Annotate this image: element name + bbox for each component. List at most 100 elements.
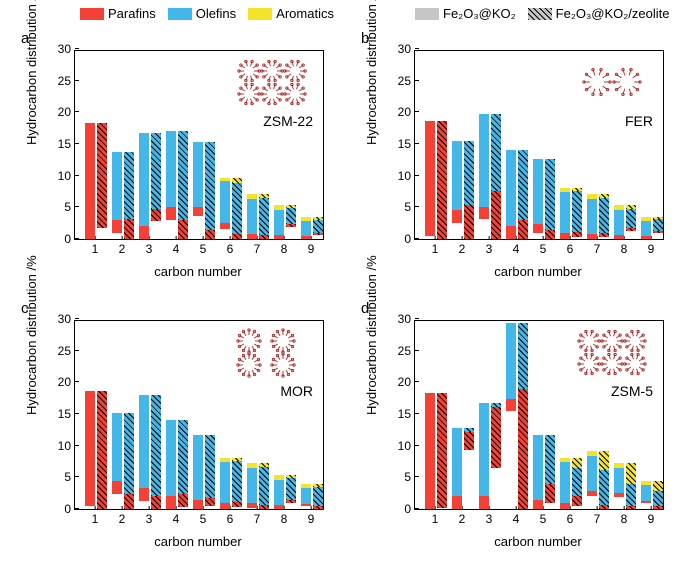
bar-zeolite (151, 133, 161, 221)
bar-group (85, 391, 107, 509)
seg-par (641, 501, 651, 504)
bar-zeolite (97, 391, 107, 509)
legend-swatch (248, 8, 272, 20)
seg-ole (259, 198, 269, 235)
seg-ole (572, 191, 582, 232)
seg-ole (479, 403, 489, 496)
seg-par (259, 235, 269, 239)
xlabel: carbon number (154, 534, 241, 549)
seg-ole (193, 142, 203, 207)
seg-aro (301, 217, 311, 221)
ytick: 10 (58, 439, 75, 453)
legend-samples: Fe₂O₃@KO₂Fe₂O₃@KO₂/zeolite (415, 6, 670, 21)
bar-group (139, 395, 161, 509)
seg-par (599, 233, 609, 237)
seg-aro (614, 205, 624, 209)
xtick: 8 (621, 509, 628, 526)
bar-group (425, 393, 447, 509)
seg-ole (518, 150, 528, 220)
seg-ole (479, 114, 489, 207)
seg-aro (572, 188, 582, 191)
seg-aro (259, 194, 269, 198)
bar-zeolite (205, 435, 215, 507)
bar-base (452, 428, 462, 509)
seg-aro (599, 194, 609, 198)
seg-ole (259, 467, 269, 505)
bar-base (587, 451, 597, 496)
seg-ole (274, 480, 284, 505)
seg-par (479, 207, 489, 220)
seg-ole (614, 468, 624, 493)
bar-group (85, 123, 107, 239)
seg-ole (112, 413, 122, 481)
bar-group (614, 205, 636, 239)
seg-ole (653, 219, 663, 230)
seg-ole (274, 210, 284, 235)
seg-aro (313, 484, 323, 487)
zeolite-icon (227, 325, 317, 380)
seg-par (301, 236, 311, 239)
ytick: 15 (58, 137, 75, 151)
seg-ole (124, 413, 134, 494)
xtick: 9 (648, 509, 655, 526)
ytick: 30 (398, 42, 415, 56)
bar-base (452, 141, 462, 222)
zeolite-label: MOR (280, 383, 313, 399)
seg-ole (533, 159, 543, 224)
seg-par (313, 233, 323, 236)
seg-ole (232, 183, 242, 234)
xtick: 9 (308, 239, 315, 256)
bar-base (247, 463, 257, 508)
seg-par (97, 391, 107, 509)
seg-par (626, 506, 636, 509)
seg-ole (247, 199, 257, 234)
bar-base (641, 481, 651, 503)
bar-zeolite (464, 141, 474, 239)
bar-base (301, 484, 311, 506)
seg-par (247, 503, 257, 508)
seg-aro (232, 178, 242, 183)
bar-zeolite (437, 121, 447, 239)
seg-par (437, 393, 447, 508)
seg-par (599, 505, 609, 509)
xtick: 4 (173, 239, 180, 256)
legend-item: Aromatics (248, 6, 334, 21)
seg-aro (560, 458, 570, 461)
seg-ole (464, 141, 474, 205)
ytick: 25 (398, 74, 415, 88)
bar-group (641, 217, 663, 239)
seg-ole (151, 395, 161, 496)
bar-zeolite (97, 123, 107, 228)
seg-ole (599, 198, 609, 233)
seg-par (205, 230, 215, 240)
panel-c: c051015202530123456789MORHydrocarbon dis… (18, 300, 338, 555)
panel-d: d051015202530123456789ZSM-5Hydrocarbon d… (358, 300, 678, 555)
seg-par (452, 496, 462, 509)
seg-par (587, 234, 597, 239)
legend-item: Fe₂O₃@KO₂ (415, 6, 516, 21)
seg-ole (232, 461, 242, 502)
bar-base (533, 435, 543, 509)
seg-aro (641, 217, 651, 221)
bar-group (301, 217, 323, 239)
bar-base (479, 403, 489, 509)
seg-ole (653, 491, 663, 507)
seg-aro (274, 475, 284, 479)
bar-group (193, 435, 215, 509)
seg-ole (533, 435, 543, 500)
seg-ole (626, 484, 636, 506)
ytick: 20 (398, 105, 415, 119)
seg-par (247, 234, 257, 239)
bar-zeolite (124, 152, 134, 239)
seg-par (166, 496, 176, 509)
bar-zeolite (653, 481, 663, 509)
bar-zeolite (599, 194, 609, 237)
bar-base (560, 188, 570, 239)
seg-par (506, 226, 516, 239)
ytick: 5 (404, 200, 415, 214)
seg-ole (560, 462, 570, 503)
bar-group (247, 463, 269, 509)
bar-zeolite (178, 420, 188, 507)
ytick: 20 (398, 375, 415, 389)
seg-ole (220, 181, 230, 222)
